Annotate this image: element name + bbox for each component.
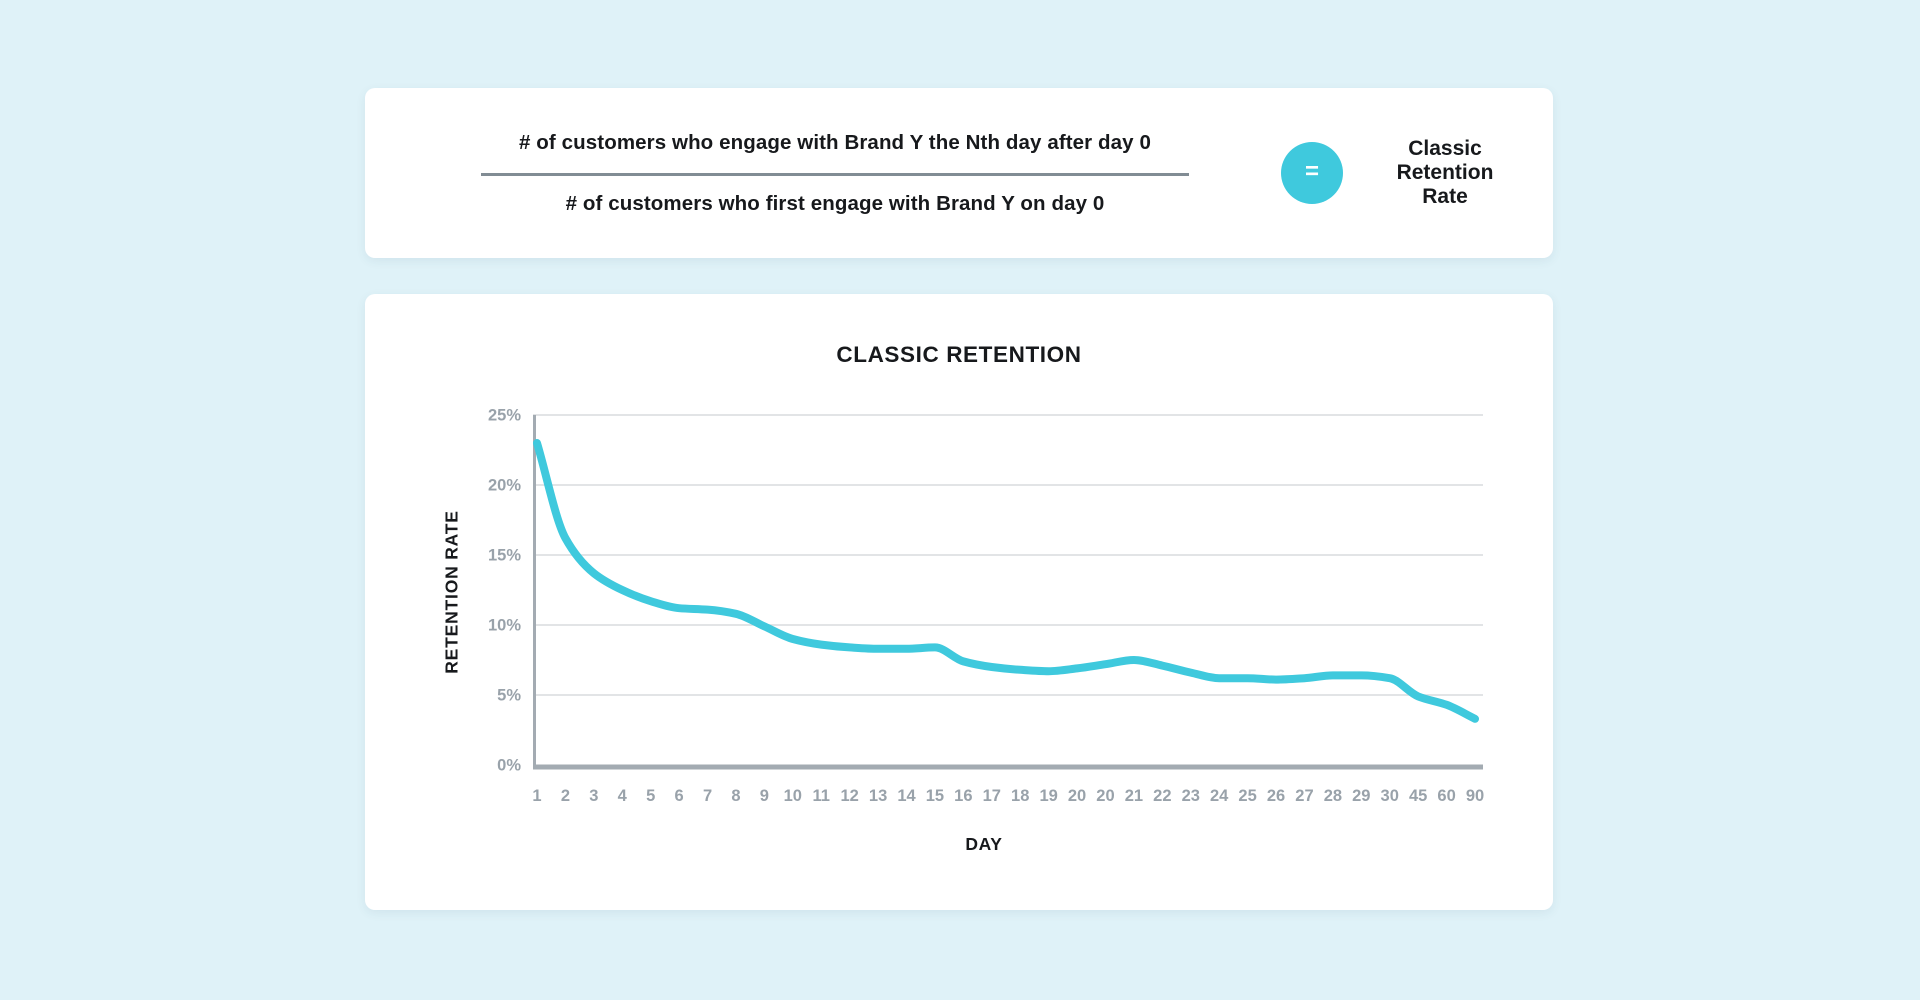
y-tick-label: 25% xyxy=(488,407,521,425)
x-tick-label: 11 xyxy=(813,787,830,805)
equals-sign: = xyxy=(1304,158,1319,185)
x-tick-label: 22 xyxy=(1153,787,1171,805)
x-tick-label: 26 xyxy=(1267,787,1285,805)
x-tick-label: 1 xyxy=(532,787,541,805)
fraction-divider-line xyxy=(481,172,1189,176)
retention-formula-fraction: # of customers who engage with Brand Y t… xyxy=(481,131,1189,216)
formula-result-label: Classic Retention Rate xyxy=(1396,136,1494,209)
x-tick-label: 24 xyxy=(1210,787,1229,805)
x-tick-label: 9 xyxy=(760,787,769,805)
x-tick-label: 16 xyxy=(954,787,972,805)
x-tick-label: 8 xyxy=(731,787,740,805)
x-tick-label: 90 xyxy=(1466,787,1484,805)
x-tick-label: 7 xyxy=(703,787,712,805)
chart-title: CLASSIC RETENTION xyxy=(836,342,1082,367)
retention-line-chart: 0%5%10%15%20%25%1 2 3 4 5 6 7 8 9 10 11 12 13 14 15 16 1… xyxy=(488,407,1484,806)
x-tick-label: 21 xyxy=(1125,787,1143,805)
x-tick-label: 25 xyxy=(1238,787,1256,805)
x-tick-label: 45 xyxy=(1409,787,1427,805)
x-tick-label: 17 xyxy=(983,787,1001,805)
y-tick-label: 20% xyxy=(488,477,521,495)
x-tick-label: 23 xyxy=(1182,787,1200,805)
x-tick-label: 6 xyxy=(675,787,684,805)
y-tick-label: 10% xyxy=(488,617,521,635)
x-tick-label: 29 xyxy=(1352,787,1370,805)
x-tick-label: 60 xyxy=(1437,787,1455,805)
x-tick-label: 19 xyxy=(1039,787,1057,805)
x-tick-label: 20 xyxy=(1096,787,1114,805)
x-tick-label: 13 xyxy=(869,787,887,805)
x-tick-label: 20 xyxy=(1068,787,1086,805)
formula-numerator: # of customers who engage with Brand Y t… xyxy=(519,130,1151,154)
y-axis-label: RETENTION RATE xyxy=(441,510,462,674)
x-tick-label: 28 xyxy=(1324,787,1342,805)
x-tick-label: 4 xyxy=(618,787,628,805)
x-tick-label: 14 xyxy=(897,787,916,805)
x-tick-label: 12 xyxy=(840,787,858,805)
x-tick-label: 3 xyxy=(589,787,598,805)
formula-card: # of customers who engage with Brand Y t… xyxy=(365,88,1553,258)
x-tick-label: 10 xyxy=(784,787,802,805)
x-axis-label: DAY xyxy=(965,834,1003,854)
x-tick-label: 2 xyxy=(561,787,570,805)
y-tick-label: 15% xyxy=(488,547,521,565)
formula-denominator: # of customers who first engage with Bra… xyxy=(565,191,1105,215)
y-tick-label: 5% xyxy=(497,687,521,705)
x-tick-label: 5 xyxy=(646,787,655,805)
y-tick-label: 0% xyxy=(497,757,521,775)
x-tick-label: 30 xyxy=(1381,787,1399,805)
equals-circle: = xyxy=(1281,142,1343,204)
chart-card: CLASSIC RETENTION 0% 5% 10% 15% 20% 25% 1 2 3 4 5 6… xyxy=(365,294,1553,910)
x-tick-label: 27 xyxy=(1295,787,1313,805)
x-tick-label: 18 xyxy=(1011,787,1029,805)
x-tick-label: 15 xyxy=(926,787,944,805)
retention-rate-line xyxy=(533,439,1479,723)
